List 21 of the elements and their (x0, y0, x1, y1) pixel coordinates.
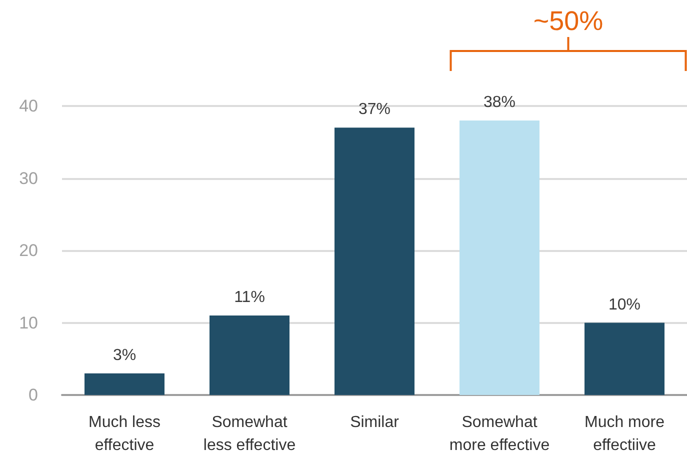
x-tick-label: Much less effective (88, 414, 161, 454)
data-label: 11% (234, 289, 265, 306)
y-tick-label: 20 (19, 241, 38, 260)
x-tick-label: Somewhat less effective (203, 414, 296, 454)
y-tick-label: 0 (28, 386, 38, 404)
data-label: 10% (608, 296, 641, 314)
data-label: 37% (358, 101, 391, 118)
bar (84, 373, 164, 395)
data-label: 38% (483, 94, 516, 111)
bar (460, 120, 540, 395)
bar (210, 316, 290, 395)
y-tick-label: 30 (19, 168, 38, 188)
x-tick-label: Similar (350, 414, 400, 431)
bar (334, 128, 414, 395)
y-tick-label: 40 (19, 96, 38, 116)
bar (584, 322, 664, 395)
x-tick-label: Somewhat more effective (449, 414, 550, 454)
data-label: 3% (112, 346, 136, 364)
x-tick-label: Much more effectiive (584, 414, 665, 454)
text: ~50% (533, 6, 604, 36)
y-tick-label: 10 (19, 313, 38, 332)
